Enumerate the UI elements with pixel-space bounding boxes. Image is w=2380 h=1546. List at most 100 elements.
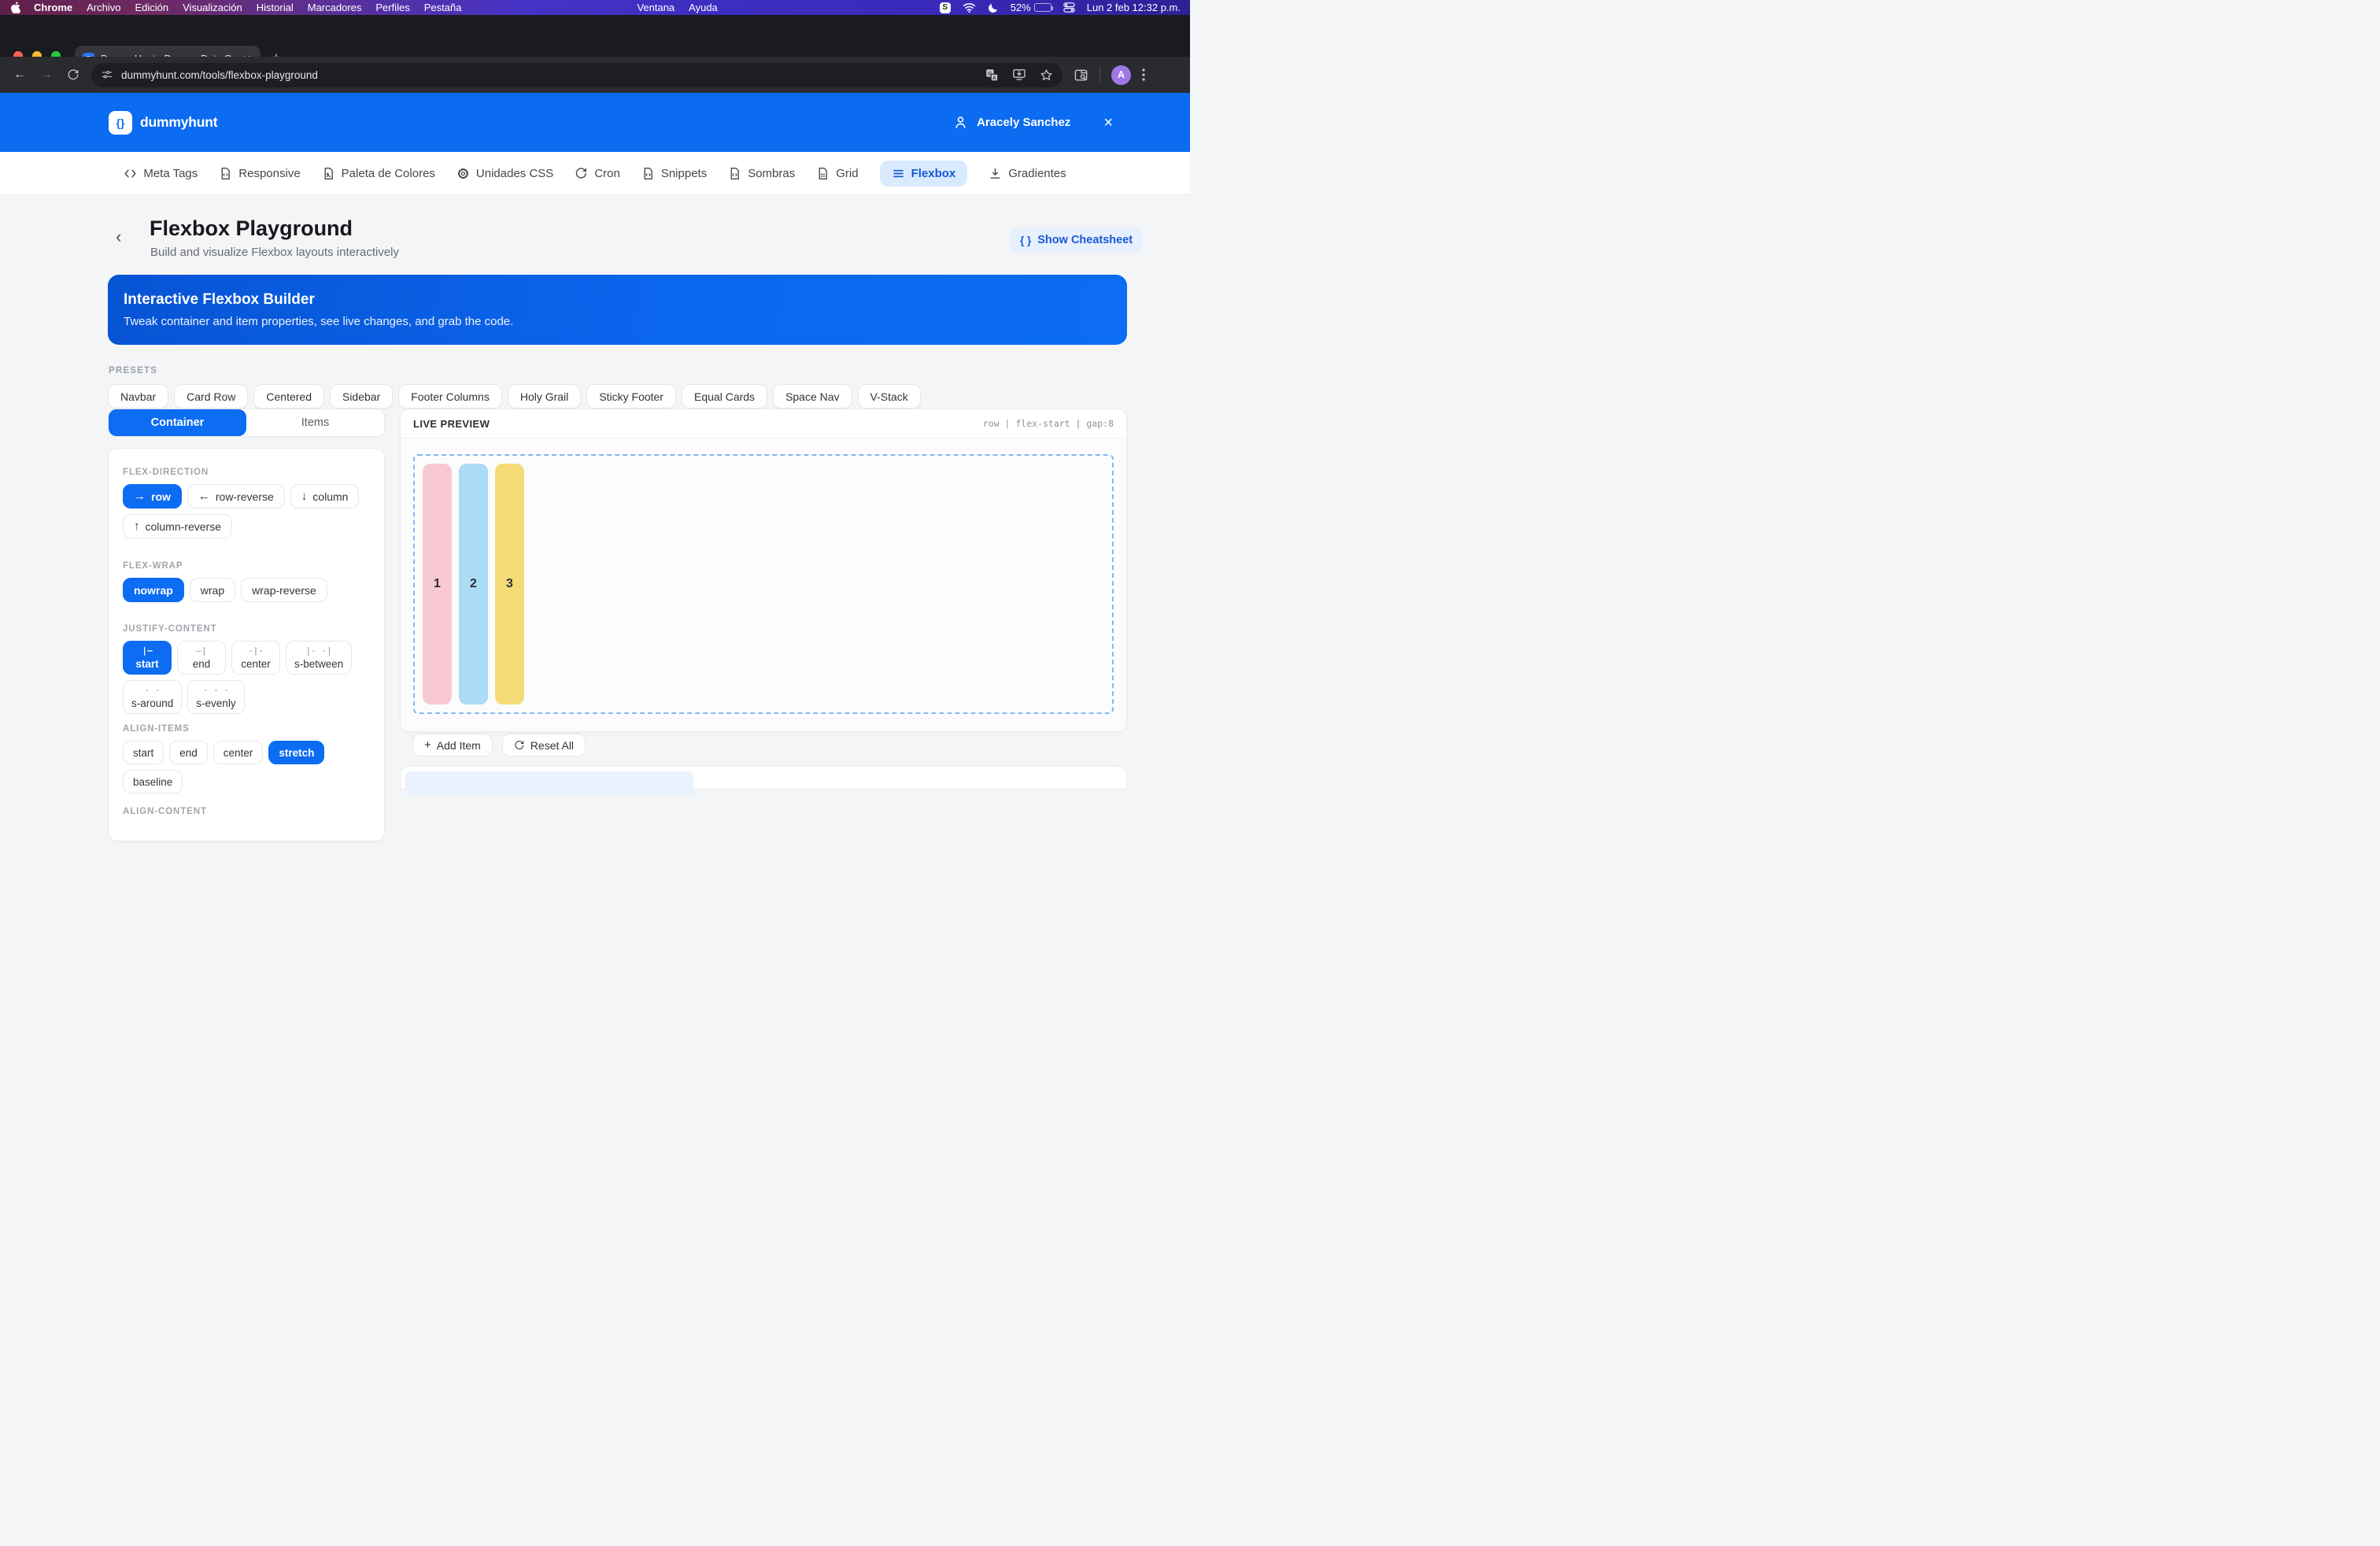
menu-ayuda[interactable]: Ayuda xyxy=(689,2,718,13)
menu-marcadores[interactable]: Marcadores xyxy=(307,2,362,13)
menu-ventana[interactable]: Ventana xyxy=(637,2,675,13)
battery-icon xyxy=(1033,3,1053,12)
menubar-clock[interactable]: Lun 2 feb 12:32 p.m. xyxy=(1086,2,1181,13)
option-align-end[interactable]: end xyxy=(169,741,208,764)
bookmark-star-icon[interactable] xyxy=(1040,68,1053,82)
overflow-menu-icon[interactable] xyxy=(1142,68,1145,81)
option-column[interactable]: ↓ column xyxy=(290,484,360,509)
option-wrap[interactable]: wrap xyxy=(189,578,236,602)
preset-sidebar[interactable]: Sidebar xyxy=(329,384,394,409)
preset-navbar[interactable]: Navbar xyxy=(108,384,169,409)
menu-archivo[interactable]: Archivo xyxy=(87,2,121,13)
menu-historial[interactable]: Historial xyxy=(256,2,294,13)
option-label: s-around xyxy=(131,697,174,709)
tab-paleta-de-colores[interactable]: Paleta de Colores xyxy=(322,167,435,180)
preset-footer-columns[interactable]: Footer Columns xyxy=(398,384,502,409)
flex-item-3[interactable]: 3 xyxy=(495,464,524,705)
preset-card-row[interactable]: Card Row xyxy=(174,384,249,409)
preset-centered[interactable]: Centered xyxy=(253,384,324,409)
address-bar[interactable]: dummyhunt.com/tools/flexbox-playground G… xyxy=(91,62,1062,87)
battery-indicator[interactable]: 52% xyxy=(1011,2,1053,13)
tab-container[interactable]: Container xyxy=(109,409,246,436)
live-preview-card: LIVE PREVIEW row | flex-start | gap:8 1 … xyxy=(400,409,1127,732)
site-logo-icon[interactable]: {} xyxy=(109,110,132,135)
site-settings-icon[interactable] xyxy=(101,68,113,81)
tab-responsive[interactable]: Responsive xyxy=(219,167,301,180)
flex-item-1[interactable]: 1 xyxy=(423,464,452,705)
wifi-icon[interactable] xyxy=(963,2,976,13)
preset-holy-grail[interactable]: Holy Grail xyxy=(507,384,582,409)
search-tabs-icon[interactable] xyxy=(1074,68,1088,83)
menu-pestana[interactable]: Pestaña xyxy=(423,2,462,13)
tab-label: Sombras xyxy=(748,166,796,180)
option-label: row xyxy=(151,490,171,503)
url-text[interactable]: dummyhunt.com/tools/flexbox-playground xyxy=(121,68,318,81)
macos-menu-bar: Chrome Archivo Edición Visualización His… xyxy=(0,0,1190,15)
option-align-stretch[interactable]: stretch xyxy=(268,741,325,764)
banner-subtitle: Tweak container and item properties, see… xyxy=(124,315,514,328)
option-space-evenly[interactable]: - - - s-evenly xyxy=(187,680,245,714)
install-icon[interactable] xyxy=(1012,68,1026,82)
code-panel-active-tab[interactable] xyxy=(405,771,693,795)
reload-button[interactable] xyxy=(60,68,87,81)
tab-gradientes[interactable]: Gradientes xyxy=(989,167,1066,180)
flex-wrap-label: FLEX-WRAP xyxy=(123,561,183,571)
tab-unidades-css[interactable]: Unidades CSS xyxy=(456,167,553,180)
tab-items[interactable]: Items xyxy=(301,416,330,429)
menu-perfiles[interactable]: Perfiles xyxy=(375,2,410,13)
justify-center-icon: -|- xyxy=(248,645,264,656)
tab-cron[interactable]: Cron xyxy=(575,167,620,180)
user-name[interactable]: Aracely Sanchez xyxy=(977,116,1071,129)
header-close-icon[interactable]: × xyxy=(1103,113,1113,131)
menu-chrome[interactable]: Chrome xyxy=(34,2,73,13)
arrow-left-icon: ← xyxy=(198,490,210,503)
back-chevron-icon[interactable]: ‹ xyxy=(116,227,122,246)
option-wrap-reverse[interactable]: wrap-reverse xyxy=(241,578,327,602)
align-content-label: ALIGN-CONTENT xyxy=(123,807,207,816)
option-justify-end[interactable]: —| end xyxy=(177,641,226,675)
preset-sticky-footer[interactable]: Sticky Footer xyxy=(586,384,677,409)
reset-all-button[interactable]: Reset All xyxy=(501,734,586,756)
option-justify-start[interactable]: |— start xyxy=(123,641,172,675)
option-label: start xyxy=(135,658,159,670)
option-space-between[interactable]: |- -| s-between xyxy=(286,641,353,675)
preset-space-nav[interactable]: Space Nav xyxy=(773,384,852,409)
show-cheatsheet-button[interactable]: { } Show Cheatsheet xyxy=(1010,227,1144,253)
site-logo-text[interactable]: dummyhunt xyxy=(140,114,218,130)
option-nowrap[interactable]: nowrap xyxy=(123,578,184,602)
option-space-around[interactable]: - - s-around xyxy=(123,680,183,714)
tab-meta-tags[interactable]: Meta Tags xyxy=(124,167,198,180)
option-row[interactable]: → row xyxy=(123,484,182,509)
tab-flexbox[interactable]: Flexbox xyxy=(879,160,968,187)
menu-visualizacion[interactable]: Visualización xyxy=(183,2,242,13)
moon-icon[interactable] xyxy=(988,2,999,13)
option-align-start[interactable]: start xyxy=(123,741,164,764)
menu-edicion[interactable]: Edición xyxy=(135,2,169,13)
tab-sombras[interactable]: Sombras xyxy=(728,167,795,180)
preset-equal-cards[interactable]: Equal Cards xyxy=(682,384,768,409)
tab-label: Meta Tags xyxy=(143,166,198,180)
add-item-button[interactable]: + Add Item xyxy=(412,734,493,756)
back-button[interactable]: ← xyxy=(13,68,26,81)
tab-label: Grid xyxy=(836,166,859,180)
forward-button[interactable]: → xyxy=(40,68,53,81)
skype-icon[interactable]: S xyxy=(939,2,951,13)
flex-item-2[interactable]: 2 xyxy=(459,464,488,705)
option-align-center[interactable]: center xyxy=(213,741,264,764)
justify-content-options: |— start —| end -|- center |- -| s-betwe… xyxy=(123,641,370,714)
preview-actions: + Add Item Reset All xyxy=(412,734,586,756)
option-align-baseline[interactable]: baseline xyxy=(123,770,183,793)
option-justify-center[interactable]: -|- center xyxy=(231,641,280,675)
apple-menu[interactable] xyxy=(0,2,27,13)
option-label: center xyxy=(241,658,271,670)
profile-avatar[interactable]: A xyxy=(1111,65,1131,85)
option-row-reverse[interactable]: ← row-reverse xyxy=(187,484,285,509)
tab-label: Paleta de Colores xyxy=(341,166,435,180)
tab-snippets[interactable]: Snippets xyxy=(641,167,707,180)
preset-v-stack[interactable]: V-Stack xyxy=(857,384,921,409)
tab-grid[interactable]: Grid xyxy=(816,166,859,180)
option-column-reverse[interactable]: ↑ column-reverse xyxy=(123,514,232,538)
control-center-icon[interactable] xyxy=(1062,2,1075,13)
option-label: s-evenly xyxy=(196,697,236,709)
